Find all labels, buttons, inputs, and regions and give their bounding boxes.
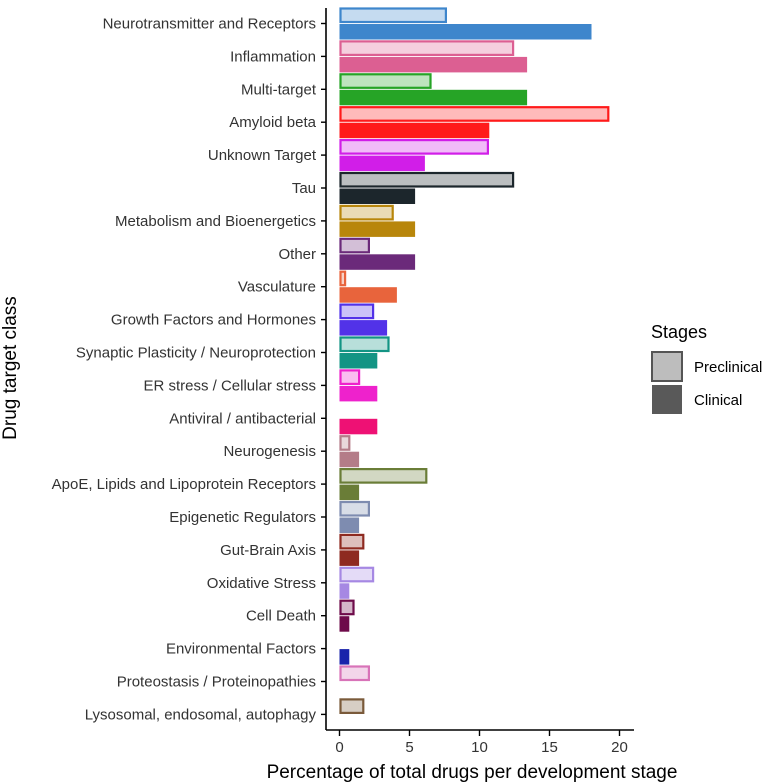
bar-clinical-neurotransmitter-and-receptors [339, 24, 592, 40]
bar-clinical-growth-factors-and-hormones [339, 320, 388, 336]
legend-label-clinical: Clinical [694, 392, 742, 409]
legend-swatch-preclinical [651, 351, 683, 382]
bar-preclinical-metabolism-and-bioenergetics [339, 204, 394, 221]
bar-clinical-gut-brain-axis [339, 550, 360, 566]
bar-preclinical-growth-factors-and-hormones [339, 303, 375, 320]
bar-preclinical-oxidative-stress [339, 566, 375, 583]
bar-clinical-other [339, 254, 416, 270]
y-axis-ticks [321, 22, 326, 716]
x-tick-label-0: 0 [335, 739, 343, 756]
bar-preclinical-epigenetic-regulators [339, 500, 370, 517]
bar-clinical-amyloid-beta [339, 122, 490, 139]
category-label-synaptic-plasticity-neuroprotection: Synaptic Plasticity / Neuroprotection [76, 345, 316, 362]
y-axis-title: Drug target class [0, 296, 21, 440]
category-label-inflammation: Inflammation [230, 48, 316, 65]
bar-preclinical-cell-death [339, 599, 355, 616]
bar-preclinical-neurotransmitter-and-receptors [339, 7, 448, 24]
category-label-gut-brain-axis: Gut-Brain Axis [220, 542, 316, 559]
bar-clinical-multi-target [339, 89, 528, 106]
bar-clinical-unknown-target [339, 155, 425, 172]
category-label-antiviral-antibacterial: Antiviral / antibacterial [169, 410, 316, 427]
bar-clinical-environmental-factors [339, 649, 350, 665]
bar-clinical-cell-death [339, 616, 350, 632]
bar-preclinical-vasculature [339, 270, 347, 287]
bar-preclinical-lysosomal-endosomal-autophagy [339, 698, 365, 715]
legend-label-preclinical: Preclinical [694, 359, 762, 376]
bar-clinical-apoe-lipids-and-lipoprotein-receptors [339, 484, 360, 501]
bar-preclinical-unknown-target [339, 139, 489, 155]
category-label-neurogenesis: Neurogenesis [223, 443, 316, 460]
category-label-er-stress-cellular-stress: ER stress / Cellular stress [143, 377, 316, 394]
category-label-unknown-target: Unknown Target [208, 147, 317, 164]
category-label-cell-death: Cell Death [246, 608, 316, 625]
bar-preclinical-gut-brain-axis [339, 533, 365, 550]
bar-preclinical-inflammation [339, 40, 515, 57]
category-label-epigenetic-regulators: Epigenetic Regulators [169, 509, 316, 526]
category-label-growth-factors-and-hormones: Growth Factors and Hormones [111, 312, 316, 329]
bar-clinical-metabolism-and-bioenergetics [339, 221, 416, 237]
bars-group [339, 7, 610, 715]
legend-title: Stages [651, 322, 707, 342]
category-label-other: Other [278, 246, 316, 263]
category-label-vasculature: Vasculature [238, 279, 316, 296]
bar-preclinical-er-stress-cellular-stress [339, 369, 361, 385]
bar-clinical-synaptic-plasticity-neuroprotection [339, 353, 378, 369]
bar-preclinical-other [339, 237, 370, 254]
bar-preclinical-proteostasis-proteinopathies [339, 665, 370, 682]
x-axis-ticks: 0 5 10 15 20 [335, 730, 628, 756]
category-label-proteostasis-proteinopathies: Proteostasis / Proteinopathies [117, 674, 316, 691]
legend: Stages Preclinical Clinical [651, 322, 762, 414]
bar-preclinical-multi-target [339, 73, 432, 89]
bar-preclinical-neurogenesis [339, 435, 351, 451]
legend-swatch-clinical [652, 385, 682, 414]
x-tick-label-5: 5 [405, 739, 413, 756]
bar-clinical-epigenetic-regulators [339, 517, 360, 533]
bar-clinical-vasculature [339, 287, 397, 303]
x-tick-label-20: 20 [611, 739, 628, 756]
x-tick-label-15: 15 [541, 739, 558, 756]
bar-clinical-neurogenesis [339, 451, 360, 468]
bar-preclinical-amyloid-beta [339, 106, 610, 122]
category-label-neurotransmitter-and-receptors: Neurotransmitter and Receptors [103, 16, 316, 33]
category-label-oxidative-stress: Oxidative Stress [207, 575, 316, 592]
category-label-multi-target: Multi-target [241, 81, 317, 98]
bar-clinical-inflammation [339, 56, 528, 73]
bar-preclinical-apoe-lipids-and-lipoprotein-receptors [339, 468, 428, 484]
category-labels: Neurotransmitter and Receptors Inflammati… [52, 16, 317, 724]
x-tick-label-10: 10 [471, 739, 488, 756]
bar-clinical-er-stress-cellular-stress [339, 385, 378, 402]
category-label-metabolism-and-bioenergetics: Metabolism and Bioenergetics [115, 213, 316, 230]
category-label-apoe-lipids-and-lipoprotein-receptors: ApoE, Lipids and Lipoprotein Receptors [52, 476, 316, 493]
bar-clinical-antiviral-antibacterial [339, 418, 378, 435]
category-label-tau: Tau [292, 180, 316, 197]
bar-preclinical-synaptic-plasticity-neuroprotection [339, 336, 390, 353]
bar-clinical-oxidative-stress [339, 583, 350, 599]
category-label-environmental-factors: Environmental Factors [166, 641, 316, 658]
bar-clinical-tau [339, 188, 416, 204]
category-label-amyloid-beta: Amyloid beta [229, 114, 316, 131]
bar-preclinical-tau [339, 171, 515, 188]
x-axis-title: Percentage of total drugs per developmen… [267, 762, 678, 783]
category-label-lysosomal-endosomal-autophagy: Lysosomal, endosomal, autophagy [85, 706, 317, 723]
